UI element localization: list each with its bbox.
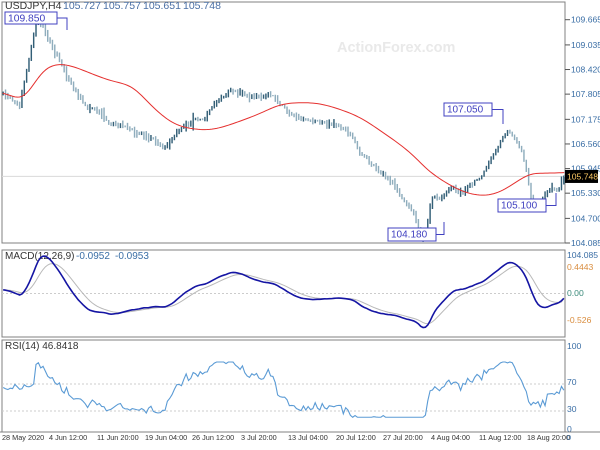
svg-text:0: 0 — [567, 433, 571, 442]
svg-text:30: 30 — [567, 404, 577, 414]
svg-text:26 Jun 12:00: 26 Jun 12:00 — [192, 433, 234, 442]
svg-text:109.665: 109.665 — [571, 15, 600, 25]
svg-text:11 Jun 20:00: 11 Jun 20:00 — [97, 433, 139, 442]
svg-text:11 Aug 12:00: 11 Aug 12:00 — [479, 433, 521, 442]
svg-text:RSI(14) 46.8418: RSI(14) 46.8418 — [5, 341, 79, 352]
svg-text:104.085: 104.085 — [567, 250, 598, 260]
svg-text:107.175: 107.175 — [571, 114, 600, 124]
svg-text:105.748: 105.748 — [183, 0, 221, 12]
svg-text:ActionForex.com: ActionForex.com — [337, 40, 455, 56]
svg-text:109.850: 109.850 — [8, 14, 45, 25]
svg-text:-0.526: -0.526 — [567, 315, 592, 325]
svg-text:105.727: 105.727 — [63, 0, 101, 12]
svg-text:-0.0952: -0.0952 — [76, 251, 110, 262]
svg-text:0.4443: 0.4443 — [567, 262, 594, 272]
svg-text:105.330: 105.330 — [571, 188, 600, 198]
svg-text:27 Jul 20:00: 27 Jul 20:00 — [383, 433, 423, 442]
svg-text:108.420: 108.420 — [571, 65, 600, 75]
svg-text:100: 100 — [567, 341, 582, 351]
svg-text:MACD(12,26,9): MACD(12,26,9) — [5, 251, 74, 262]
svg-text:109.035: 109.035 — [571, 40, 600, 50]
svg-text:107.050: 107.050 — [447, 105, 484, 116]
svg-text:3 Jul 20:00: 3 Jul 20:00 — [241, 433, 277, 442]
svg-text:105.100: 105.100 — [501, 201, 538, 212]
svg-text:105.757: 105.757 — [103, 0, 141, 12]
svg-text:0.00: 0.00 — [567, 288, 584, 298]
svg-text:104.085: 104.085 — [571, 238, 600, 248]
svg-text:104.700: 104.700 — [571, 213, 600, 223]
svg-text:105.651: 105.651 — [143, 0, 181, 12]
svg-text:28 May 2020: 28 May 2020 — [2, 433, 44, 442]
svg-text:106.560: 106.560 — [571, 139, 600, 149]
svg-text:13 Jul 04:00: 13 Jul 04:00 — [288, 433, 328, 442]
svg-text:4 Jun 12:00: 4 Jun 12:00 — [49, 433, 87, 442]
svg-text:20 Jul 12:00: 20 Jul 12:00 — [336, 433, 376, 442]
svg-text:107.805: 107.805 — [571, 89, 600, 99]
svg-text:4 Aug 04:00: 4 Aug 04:00 — [431, 433, 470, 442]
svg-text:19 Jun 04:00: 19 Jun 04:00 — [145, 433, 187, 442]
svg-text:70: 70 — [567, 377, 577, 387]
svg-text:USDJPY,H4: USDJPY,H4 — [5, 0, 62, 12]
svg-text:104.180: 104.180 — [391, 230, 428, 241]
svg-text:105.748: 105.748 — [567, 171, 598, 181]
svg-text:-0.0953: -0.0953 — [115, 251, 149, 262]
svg-text:18 Aug 20:00: 18 Aug 20:00 — [527, 433, 570, 442]
